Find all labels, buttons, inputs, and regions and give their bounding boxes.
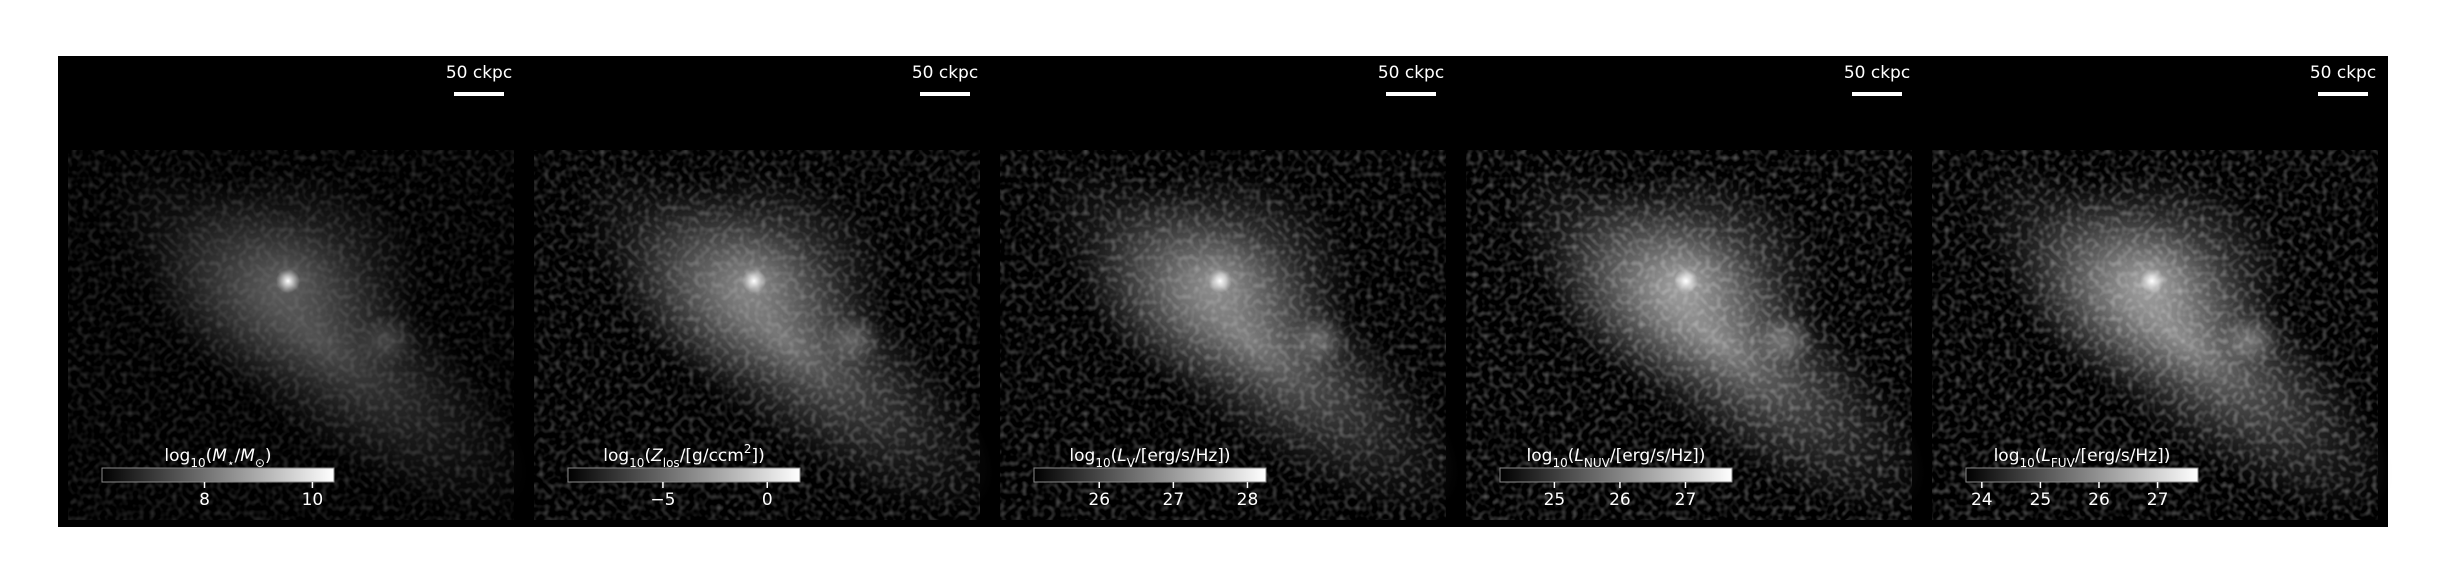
colorbar-label-part: ⋆: [227, 456, 235, 470]
colorbar-label-part: M: [212, 446, 227, 466]
core: [1208, 269, 1232, 293]
colorbar: [1965, 467, 2199, 483]
colorbar-label-part: (: [206, 446, 213, 466]
colorbar-label-part: (: [2035, 446, 2042, 466]
scale-bar-label: 50 ckpc: [2310, 63, 2376, 83]
colorbar: [101, 467, 335, 483]
colorbar-label-part: ⊙: [255, 456, 265, 470]
colorbar-tick-label: −5: [650, 490, 675, 510]
colorbar-label: log10(LFUV/[erg/s/Hz]): [1994, 446, 2171, 470]
colorbar-tick-label: 10: [302, 490, 324, 510]
colorbar-label: log10(M⋆/M⊙): [164, 446, 271, 470]
satellite: [824, 314, 884, 366]
colorbar-tick-label: 25: [2030, 490, 2052, 510]
colorbar-label-part: 2: [744, 442, 752, 456]
colorbar-label-part: NUV: [1584, 456, 1611, 470]
colorbar-label-part: L: [1117, 446, 1126, 466]
colorbar-label-part: Z: [650, 446, 663, 466]
core: [742, 269, 766, 293]
colorbar-label-part: /[erg/s/Hz]): [1135, 446, 1231, 466]
colorbar-label-part: log: [1069, 446, 1095, 466]
colorbar-label-part: 10: [629, 456, 644, 470]
scale-bar-label: 50 ckpc: [1844, 63, 1910, 83]
colorbar-label-part: (: [1111, 446, 1118, 466]
colorbar-label-part: M: [240, 446, 255, 466]
core: [276, 269, 300, 293]
colorbar-tick-label: 24: [1971, 490, 1993, 510]
galaxy-map: [534, 150, 997, 520]
colorbar: [1499, 467, 1733, 483]
colorbar-label-part: (: [644, 446, 651, 466]
colorbar-tick-label: 0: [762, 490, 773, 510]
colorbar-label-part: /[erg/s/Hz]): [1610, 446, 1706, 466]
colorbar-label-part: (: [1568, 446, 1575, 466]
colorbar-label-part: /[g/ccm: [680, 446, 744, 466]
scale-bar-label: 50 ckpc: [912, 63, 978, 83]
colorbar: [1033, 467, 1267, 483]
core: [1674, 269, 1698, 293]
grain: [534, 150, 980, 520]
grain: [68, 150, 514, 520]
satellite: [2222, 314, 2282, 366]
satellite: [358, 314, 418, 366]
colorbar-label-part: 10: [2020, 456, 2035, 470]
colorbar-label-part: los: [663, 456, 680, 470]
grain: [1466, 150, 1912, 520]
grain: [1000, 150, 1446, 520]
colorbar-label-part: V: [1127, 456, 1136, 470]
colorbar-label-part: log: [1527, 446, 1553, 466]
colorbar-tick-label: 27: [1163, 490, 1185, 510]
colorbar-tick-label: 25: [1544, 490, 1566, 510]
colorbar-tick-label: 26: [2088, 490, 2110, 510]
colorbar-label: log10(Zlos/[g/ccm2]): [603, 442, 764, 470]
colorbar-label-part: ): [265, 446, 272, 466]
colorbar-tick-label: 26: [1609, 490, 1631, 510]
panel: 50 ckpc log10(LV/[erg/s/Hz]) 26 27 28: [1000, 63, 1463, 520]
colorbar-label-part: 10: [1095, 456, 1110, 470]
core: [2140, 269, 2164, 293]
colorbar-label-part: 10: [190, 456, 205, 470]
colorbar-tick-label: 28: [1237, 490, 1259, 510]
colorbar-label-part: /[erg/s/Hz]): [2075, 446, 2171, 466]
colorbar-label: log10(LV/[erg/s/Hz]): [1069, 446, 1230, 470]
colorbar-label-part: log: [164, 446, 190, 466]
colorbar-tick-label: 8: [199, 490, 210, 510]
scale-bar-label: 50 ckpc: [1378, 63, 1444, 83]
colorbar-label-part: log: [603, 446, 629, 466]
colorbar-label-part: L: [1574, 446, 1583, 466]
colorbar-label-part: FUV: [2051, 456, 2076, 470]
colorbar-label-part: 10: [1552, 456, 1567, 470]
colorbar-label: log10(LNUV/[erg/s/Hz]): [1527, 446, 1706, 470]
colorbar-label-part: /: [234, 446, 240, 466]
panel: 50 ckpc log10(LNUV/[erg/s/Hz]) 25 26 27: [1466, 63, 1929, 520]
galaxy-map: [1466, 150, 1929, 520]
galaxy-map: [1932, 150, 2395, 520]
panel: 50 ckpc log10(Zlos/[g/ccm2]) −5 0: [534, 63, 997, 520]
colorbar-tick-label: 27: [2147, 490, 2169, 510]
colorbar-tick-label: 26: [1088, 490, 1110, 510]
colorbar-label-part: ]): [751, 446, 764, 466]
satellite: [1290, 314, 1350, 366]
colorbar-label-part: L: [2041, 446, 2050, 466]
colorbar: [567, 467, 801, 483]
grain: [1932, 150, 2378, 520]
scale-bar-label: 50 ckpc: [446, 63, 512, 83]
colorbar-tick-label: 27: [1675, 490, 1697, 510]
satellite: [1756, 314, 1816, 366]
colorbar-label-part: log: [1994, 446, 2020, 466]
